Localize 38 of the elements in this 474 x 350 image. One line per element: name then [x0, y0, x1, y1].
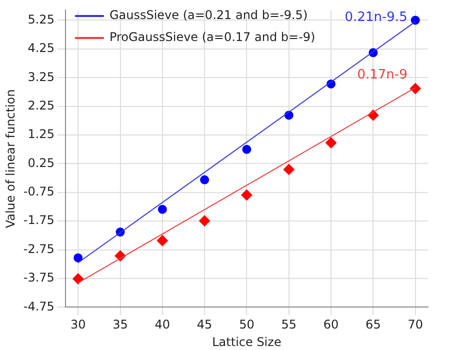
point: [156, 235, 168, 246]
point: [200, 175, 210, 184]
point: [74, 253, 83, 262]
point: [283, 164, 294, 175]
x-tick-label: 60: [323, 318, 339, 332]
y-tick-label: 3.25: [28, 70, 54, 84]
y-tick-label: -0.75: [23, 184, 54, 199]
x-axis-title: Lattice Size: [212, 334, 282, 349]
point: [241, 190, 252, 200]
x-tick-label: 65: [366, 318, 381, 332]
point: [199, 215, 210, 226]
point: [158, 204, 167, 214]
x-tick-label: 35: [112, 318, 128, 332]
annotation: 0.21n-9.5: [344, 10, 408, 26]
y-axis-title: Value of linear function: [3, 89, 18, 228]
x-tick-label: 45: [196, 318, 212, 332]
legend-label: ProGaussSieve (a=0.17 and b=-9): [109, 30, 316, 44]
x-tick-label: 70: [408, 318, 423, 332]
annotation: 0.17n-9: [357, 68, 408, 83]
x-tick-label: 30: [70, 318, 86, 332]
point: [72, 273, 84, 284]
legend-label: GaussSieve (a=0.21 and b=-9.5): [109, 8, 308, 22]
y-tick-label: 0.25: [28, 156, 54, 170]
y-tick-label: 1.25: [28, 127, 54, 142]
x-tick-label: 40: [154, 318, 170, 332]
point: [326, 137, 337, 148]
y-tick-label: -1.75: [23, 213, 54, 228]
y-tick-label: 2.25: [28, 98, 54, 112]
y-tick-label: -3.75: [23, 270, 54, 285]
point: [410, 16, 420, 25]
point: [410, 83, 421, 94]
y-tick-label: -2.75: [23, 242, 54, 256]
y-tick-label: 4.25: [28, 41, 54, 56]
x-tick-label: 55: [281, 318, 297, 332]
y-tick-label: 5.25: [28, 12, 54, 26]
y-tick-label: -4.75: [23, 299, 54, 314]
point: [242, 144, 252, 154]
x-tick-label: 50: [239, 318, 254, 332]
